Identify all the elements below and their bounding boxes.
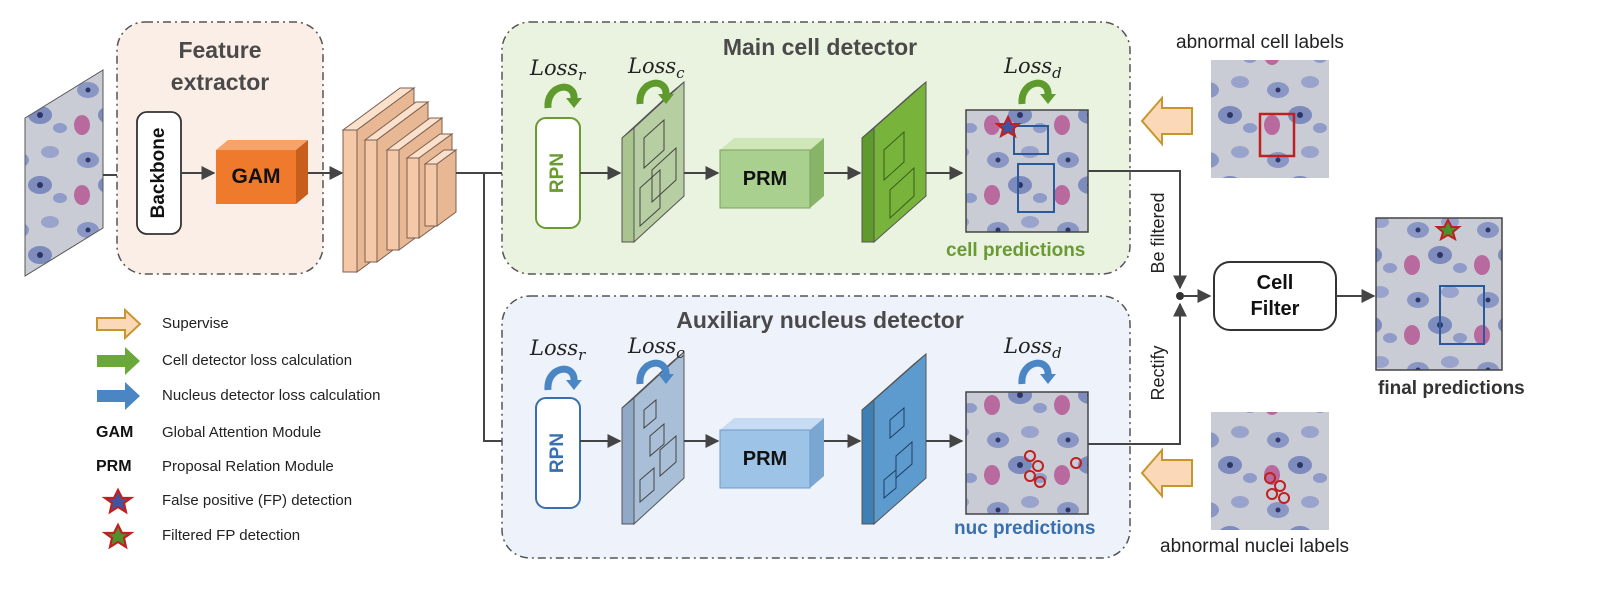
rectify-label: Rectify bbox=[1148, 345, 1168, 401]
main-loss-r-arrow bbox=[544, 83, 578, 109]
legend-gam: Global Attention Module bbox=[162, 424, 322, 441]
green-arrow-icon bbox=[97, 347, 140, 375]
be-filtered-label: Be filtered bbox=[1148, 192, 1168, 274]
legend-icons bbox=[96, 307, 142, 550]
legend-prm: Proposal Relation Module bbox=[162, 458, 334, 475]
filtered-fp-star-icon bbox=[1434, 217, 1462, 242]
merge-junction bbox=[1176, 292, 1184, 300]
aux-loss-c: Lossc bbox=[628, 334, 685, 363]
legend-filtered-fp: Filtered FP detection bbox=[162, 527, 301, 544]
legend-false-positive: False positive (FP) detection bbox=[162, 492, 353, 509]
supervise-arrow-cell bbox=[1140, 95, 1193, 147]
abnormal-nuclei-labels-image bbox=[1211, 412, 1329, 530]
main-loss-r: Lossr bbox=[530, 56, 586, 85]
gam-block bbox=[216, 140, 308, 204]
final-predictions-label: final predictions bbox=[1378, 378, 1525, 399]
legend-gam-key: GAM bbox=[96, 424, 134, 441]
nuc-predictions-image bbox=[965, 391, 1089, 515]
gam-label: GAM bbox=[231, 165, 281, 188]
feature-extractor-title: Feature extractor bbox=[170, 37, 270, 95]
aux-loss-c-arrow bbox=[636, 359, 670, 385]
nuc-predictions-label: nuc predictions bbox=[954, 518, 1096, 539]
main-prm-block bbox=[719, 138, 824, 209]
blue-arrow-icon bbox=[97, 382, 140, 410]
legend-nucleus-loss: Nucleus detector loss calculation bbox=[162, 387, 381, 404]
aux-proposal-map bbox=[621, 350, 685, 526]
feature-map-stack bbox=[341, 87, 458, 273]
abnormal-cell-labels-image bbox=[1211, 60, 1329, 178]
supervise-arrow-icon bbox=[96, 307, 142, 341]
false-positive-star-icon bbox=[101, 487, 135, 515]
input-image bbox=[24, 69, 104, 277]
main-loss-c: Lossc bbox=[628, 54, 685, 83]
aux-loss-d-arrow bbox=[1018, 359, 1052, 385]
main-rpn-label: RPN bbox=[547, 152, 568, 194]
aux-prm-block bbox=[719, 418, 824, 489]
aux-loss-r-arrow bbox=[544, 365, 578, 391]
legend-supervise: Supervise bbox=[162, 315, 229, 332]
filtered-fp-star-icon bbox=[101, 522, 135, 550]
main-prm-label: PRM bbox=[742, 168, 788, 190]
aux-prm-label: PRM bbox=[742, 448, 788, 470]
main-loss-d-arrow bbox=[1018, 79, 1052, 105]
main-loss-c-arrow bbox=[636, 79, 670, 105]
supervise-arrow-nuclei bbox=[1140, 447, 1193, 499]
aux-loss-d: Lossd bbox=[1004, 334, 1062, 363]
aux-rpn-label: RPN bbox=[547, 432, 568, 474]
legend-prm-key: PRM bbox=[96, 458, 132, 475]
false-positive-star-icon bbox=[994, 114, 1022, 139]
main-loss-d: Lossd bbox=[1004, 54, 1062, 83]
main-detection-map bbox=[861, 80, 927, 244]
legend-cell-loss: Cell detector loss calculation bbox=[162, 352, 353, 369]
abnormal-cell-labels-text: abnormal cell labels bbox=[1176, 32, 1344, 53]
final-predictions-image bbox=[1375, 217, 1503, 371]
aux-detection-map bbox=[861, 352, 927, 526]
backbone-label: Backbone bbox=[148, 127, 169, 219]
aux-detector-title: Auxiliary nucleus detector bbox=[676, 307, 964, 333]
cell-filter-label: Cell Filter bbox=[1250, 272, 1300, 320]
cell-predictions-image bbox=[965, 109, 1089, 233]
abnormal-nuclei-labels-text: abnormal nuclei labels bbox=[1160, 536, 1350, 557]
aux-rpn-box bbox=[535, 397, 581, 509]
main-detector-title: Main cell detector bbox=[722, 34, 918, 60]
aux-loss-r: Lossr bbox=[530, 336, 586, 365]
cell-predictions-label: cell predictions bbox=[946, 240, 1086, 261]
